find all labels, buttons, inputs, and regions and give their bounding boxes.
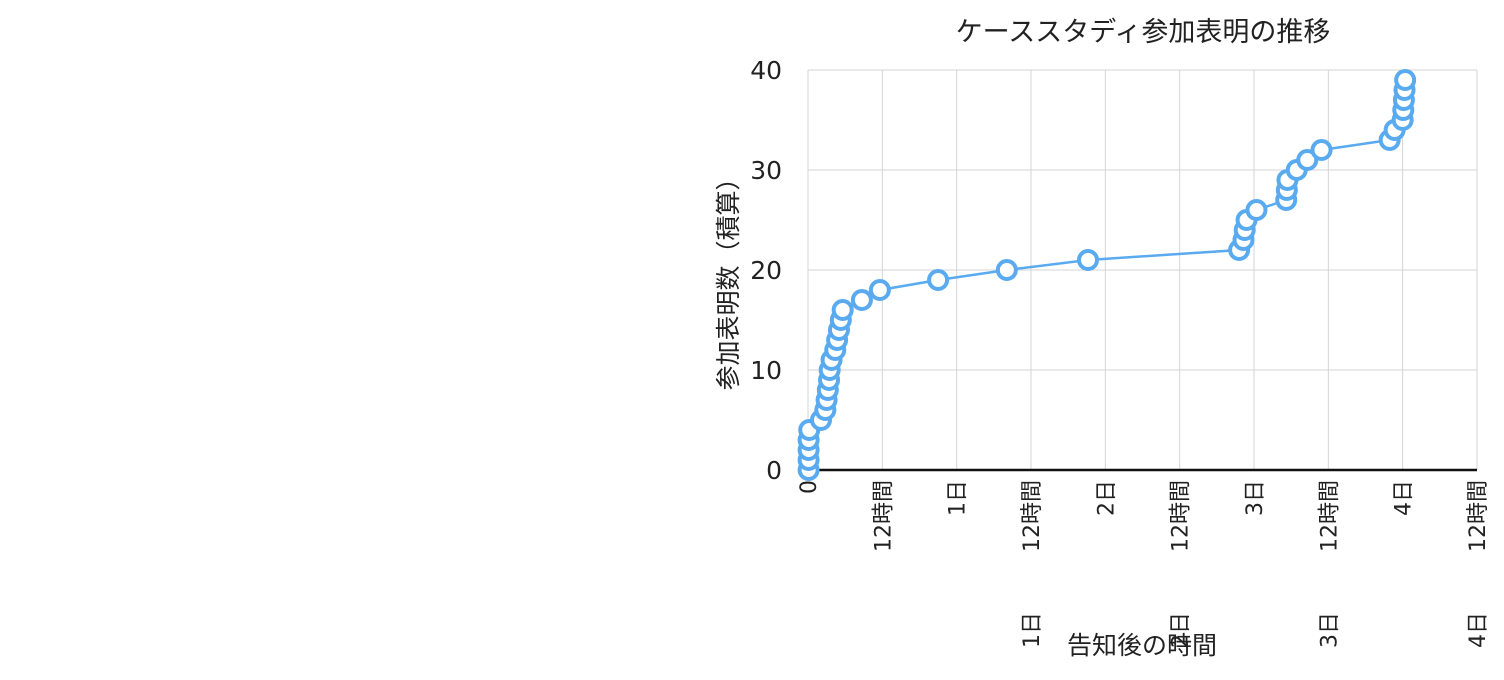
data-point	[1394, 69, 1417, 91]
x-tick-label: 12時間	[1020, 480, 1045, 552]
x-tick-label: 2日	[1169, 612, 1194, 648]
data-point	[1310, 139, 1333, 161]
y-axis-ticks: 0 10 20 30 40	[750, 56, 782, 485]
y-tick-label: 30	[750, 156, 782, 185]
x-tick-label: 2日	[1094, 480, 1119, 516]
x-tick-label: 1日	[946, 480, 971, 516]
x-tick-label: 12時間	[1317, 480, 1342, 552]
data-point	[1245, 199, 1268, 221]
x-tick-label: 3日	[1243, 480, 1268, 516]
x-tick-label: 12時間	[1169, 480, 1194, 552]
x-axis-ticks: 0 12時間 1日 1日 12時間 2日 2日 12時間 3日 3日 12時間 4日 4日 12時間	[797, 480, 1491, 648]
chart-title: ケーススタディ参加表明の推移	[955, 17, 1331, 48]
y-tick-label: 40	[750, 56, 782, 85]
data-point	[868, 279, 891, 301]
data-series	[797, 69, 1417, 481]
data-point	[927, 269, 950, 291]
gridlines	[807, 69, 1478, 470]
x-tick-label: 4日	[1466, 612, 1491, 648]
x-tick-label: 0	[797, 480, 822, 494]
data-point	[1076, 249, 1099, 271]
x-tick-label: 1日	[1020, 612, 1045, 648]
x-tick-label: 12時間	[871, 480, 896, 552]
data-point	[1296, 149, 1319, 171]
x-tick-label: 3日	[1317, 612, 1342, 648]
y-tick-label: 0	[766, 456, 782, 485]
x-tick-label: 12時間	[1466, 480, 1491, 552]
data-point	[831, 299, 854, 321]
y-tick-label: 10	[750, 356, 782, 385]
data-point	[995, 259, 1018, 281]
series-line	[807, 79, 1407, 470]
data-point	[850, 289, 873, 311]
x-tick-label: 4日	[1392, 480, 1417, 516]
x-axis-label: 告知後の時間	[1066, 631, 1218, 660]
y-tick-label: 20	[750, 256, 782, 285]
